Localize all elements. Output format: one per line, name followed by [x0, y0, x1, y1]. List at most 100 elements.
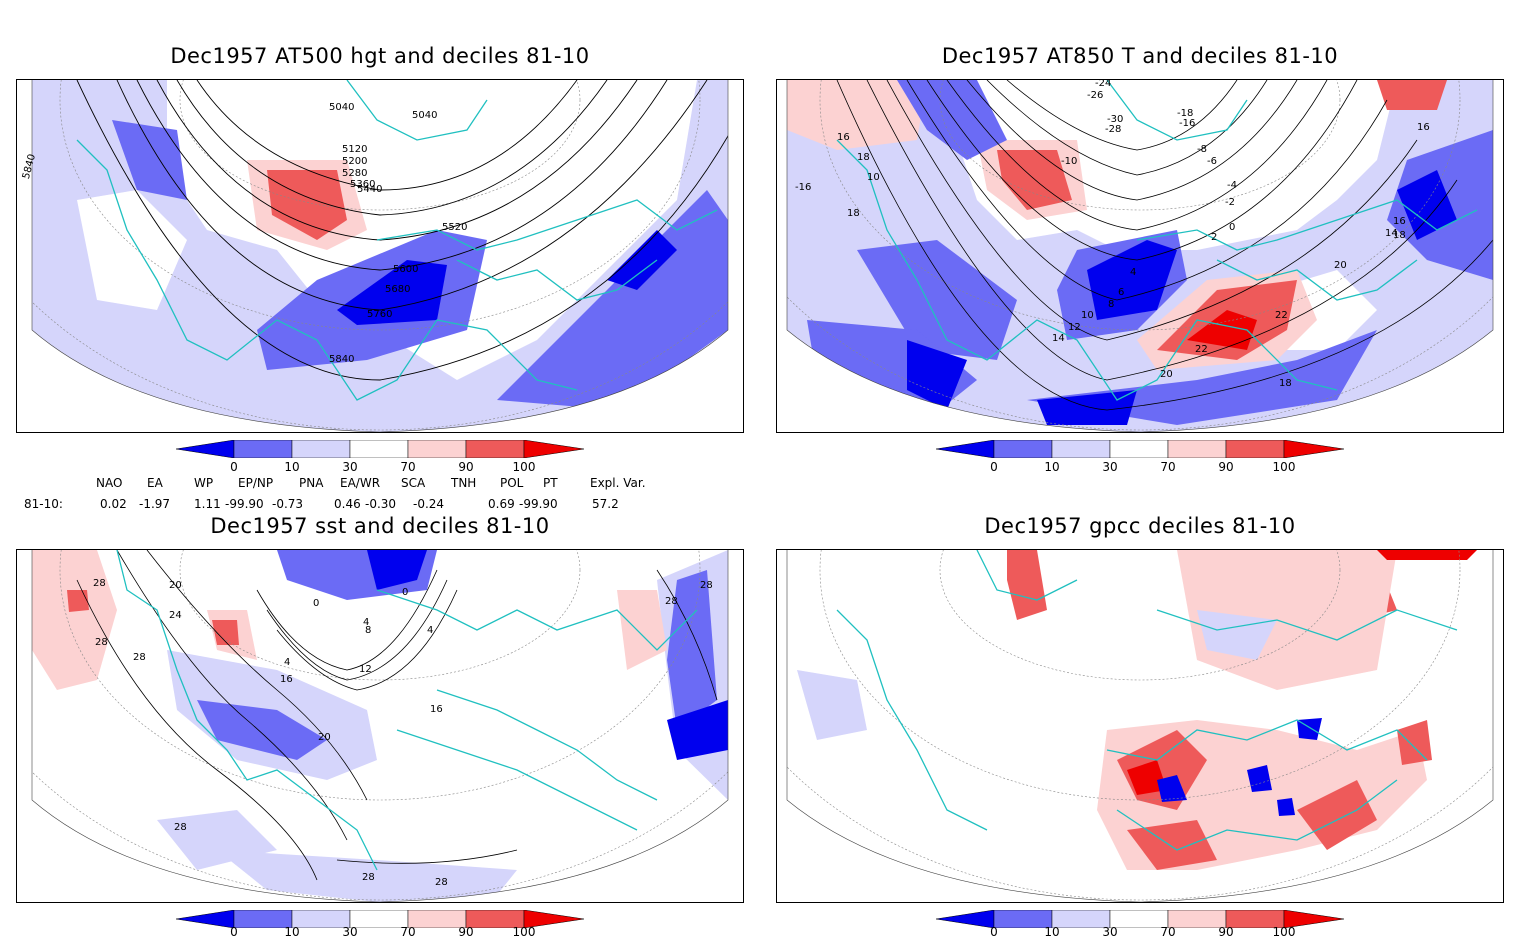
- colorbar-segment-4: [1167, 909, 1227, 929]
- contour-label: 4: [363, 617, 369, 628]
- colorbar-swatches: [935, 439, 1345, 459]
- contour-label: 28: [133, 652, 146, 663]
- contour-label: 6: [1118, 287, 1124, 298]
- index-value: 0.69: [488, 497, 515, 511]
- much-above-normal-area: [997, 150, 1072, 210]
- index-value: -99.90: [225, 497, 264, 511]
- index-header: EP/NP: [238, 476, 274, 490]
- colorbar-label: 10: [284, 925, 300, 939]
- contour-label: 5040: [329, 102, 354, 113]
- colorbar-label: 100: [1272, 460, 1296, 474]
- colorbar-segment-3: [1109, 909, 1169, 929]
- contour-label: 20: [318, 732, 331, 743]
- index-value: 57.2: [592, 497, 619, 511]
- contour-label: 10: [867, 172, 880, 183]
- colorbar-label: 0: [990, 925, 998, 939]
- much-below-normal-area: [197, 700, 327, 760]
- index-header: PT: [543, 476, 558, 490]
- record-low-area: [1397, 170, 1457, 240]
- index-header: PNA: [299, 476, 324, 490]
- latitude-circles: [32, 550, 728, 901]
- much-below-normal-area: [667, 570, 717, 730]
- record-low-area: [607, 230, 677, 290]
- colorbar-t850: 0 10 30 70 90 100: [935, 439, 1346, 476]
- map-outline: [31, 550, 729, 902]
- colorbar-label: 0: [230, 925, 238, 939]
- colorbar-segment-4: [1167, 439, 1227, 459]
- index-value: -0.73: [272, 497, 304, 511]
- record-high-area: [1377, 550, 1477, 560]
- index-header: TNH: [451, 476, 477, 490]
- colorbar-label: 90: [1218, 925, 1234, 939]
- above-normal-area: [617, 590, 667, 670]
- contour-label: 18: [1393, 230, 1406, 241]
- colorbar-segment-3: [349, 909, 409, 929]
- contour-label: 16: [1393, 216, 1406, 227]
- neutral-area: [167, 80, 697, 380]
- contour-label: 4: [1130, 267, 1136, 278]
- contour-label: 28: [362, 872, 375, 883]
- colorbar-label: 0: [230, 460, 238, 474]
- contour-label: 0: [313, 598, 319, 609]
- contour-label: 24: [169, 610, 182, 621]
- contour-label: 22: [1195, 344, 1208, 355]
- colorbar-segment-0: [175, 909, 235, 929]
- contour-label: 5040: [412, 110, 437, 121]
- latitude-circles: [32, 80, 728, 431]
- colorbar-label: 90: [1218, 460, 1234, 474]
- contour-label: 12: [1068, 322, 1081, 333]
- above-normal-area: [32, 550, 117, 690]
- colorbar-label: 30: [342, 460, 358, 474]
- contour-label: 12: [359, 664, 372, 675]
- contour-label: -4: [1227, 180, 1237, 191]
- index-header: NAO: [96, 476, 123, 490]
- contour-label: -30: [1107, 114, 1123, 125]
- colorbar-label: 100: [512, 925, 536, 939]
- map-outline: [31, 80, 729, 432]
- index-header: EA/WR: [340, 476, 381, 490]
- colorbar-segment-2: [1051, 439, 1111, 459]
- contour-label: 18: [847, 208, 860, 219]
- contour-label: -8: [1197, 144, 1207, 155]
- record-high-area: [1127, 760, 1167, 795]
- map-sst-svg: 28 20 24 28 28 0 4 8 4 0 4 12 16 16 20 2…: [31, 550, 729, 902]
- contour-label: 18: [857, 152, 870, 163]
- coastlines: [836, 550, 1458, 851]
- panel-title-hgt500: Dec1957 AT500 hgt and deciles 81-10: [170, 44, 590, 68]
- contour-label: -16: [795, 182, 811, 193]
- index-header: Expl. Var.: [590, 476, 646, 490]
- colorbar-label: 100: [512, 460, 536, 474]
- coastlines: [76, 80, 718, 401]
- contour-label: -26: [1087, 90, 1103, 101]
- colorbar-segment-1: [233, 439, 293, 459]
- much-below-normal-area: [857, 240, 1017, 360]
- contour-label: 8: [365, 625, 371, 636]
- colorbar-hgt500: 0 10 30 70 90 100: [175, 439, 586, 476]
- colorbar-label: 90: [458, 460, 474, 474]
- contour-label: 14: [1052, 333, 1065, 344]
- map-hgt500: 5040 5040 5120 5200 5280 5360 5440 5520 …: [16, 79, 744, 433]
- panel-title-gpcc: Dec1957 gpcc deciles 81-10: [984, 514, 1296, 538]
- colorbar-gpcc: 0 10 30 70 90 100: [935, 909, 1346, 940]
- colorbar-label: 100: [1272, 925, 1296, 939]
- colorbar-label: 70: [1160, 460, 1176, 474]
- contour-label: 0: [1229, 222, 1235, 233]
- map-gpcc: [776, 549, 1504, 903]
- contour-label: 18: [1279, 378, 1292, 389]
- colorbar-label: 30: [1102, 925, 1118, 939]
- colorbar-label: 10: [284, 460, 300, 474]
- colorbar-segment-4: [407, 439, 467, 459]
- index-header: SCA: [401, 476, 426, 490]
- colorbar-segment-6: [523, 909, 585, 929]
- colorbar-segment-1: [993, 909, 1053, 929]
- colorbar-segment-5: [1225, 439, 1285, 459]
- index-header: WP: [194, 476, 214, 490]
- map-sst: 28 20 24 28 28 0 4 8 4 0 4 12 16 16 20 2…: [16, 549, 744, 903]
- below-normal-area: [797, 670, 867, 740]
- contour-label: 5360: [350, 179, 375, 190]
- record-low-area: [1087, 240, 1177, 320]
- index-value: 0.02: [100, 497, 127, 511]
- colorbar-segment-6: [1283, 909, 1345, 929]
- index-value: -0.30: [365, 497, 397, 511]
- colorbar-label: 70: [1160, 925, 1176, 939]
